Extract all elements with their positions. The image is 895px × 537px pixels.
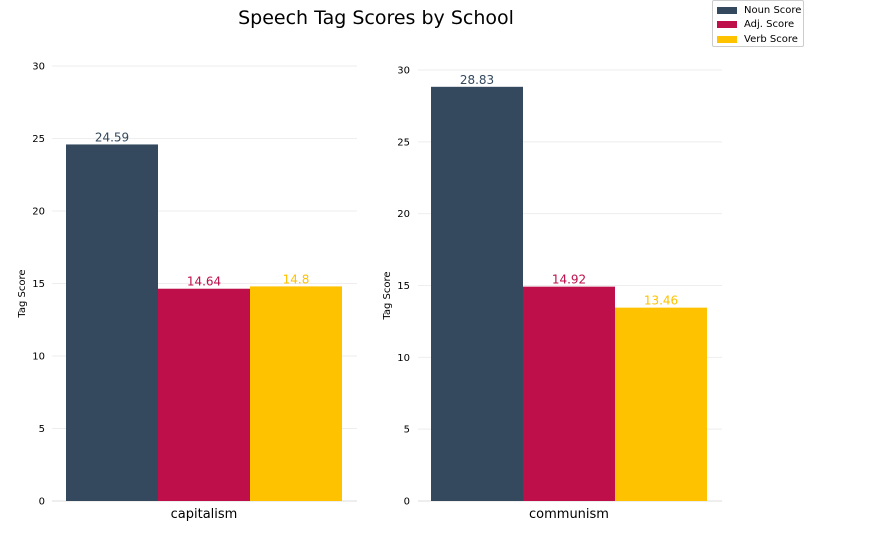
- legend-label-noun: Noun Score: [744, 4, 802, 16]
- data-label: 13.46: [644, 294, 678, 308]
- data-label: 24.59: [95, 130, 129, 144]
- data-label: 14.8: [283, 272, 310, 286]
- x-category-label: communism: [529, 507, 609, 522]
- data-label: 28.83: [460, 73, 494, 87]
- y-tick-label: 15: [397, 281, 410, 292]
- y-tick-label: 15: [32, 279, 45, 290]
- y-tick-label: 20: [32, 207, 45, 218]
- y-tick-label: 5: [404, 425, 410, 436]
- legend-item-verb: Verb Score: [717, 32, 798, 46]
- data-label: 14.92: [552, 273, 586, 287]
- bar-verb-scorecapitalism: [250, 286, 342, 501]
- bar-adj-scorecapitalism: [158, 288, 250, 501]
- legend-label-adj: Adj. Score: [744, 18, 795, 30]
- x-category-label: capitalism: [171, 507, 238, 522]
- data-label: 14.64: [187, 275, 221, 289]
- legend-label-verb: Verb Score: [744, 33, 798, 45]
- y-tick-label: 0: [39, 497, 45, 508]
- legend-swatch-adj: [717, 20, 737, 28]
- legend-item-noun: Noun Score: [717, 3, 801, 17]
- legend-swatch-verb: [717, 35, 737, 43]
- bar-adj-scorecommunism: [523, 286, 615, 501]
- legend-item-adj: Adj. Score: [717, 17, 794, 31]
- y-axis-label: Tag Score: [382, 271, 393, 320]
- legend: Noun Score Adj. Score Verb Score: [712, 0, 804, 47]
- bar-noun-scorecapitalism: [66, 144, 158, 501]
- y-tick-label: 0: [404, 497, 410, 508]
- y-tick-label: 25: [32, 134, 45, 145]
- y-tick-label: 20: [397, 209, 410, 220]
- y-tick-label: 25: [397, 137, 410, 148]
- bar-noun-scorecommunism: [431, 86, 523, 502]
- y-tick-label: 10: [32, 352, 45, 363]
- panel-communism: 0 5 10 15 20 25 30 Tag Score 28.83 14.92 13.46 comm…: [382, 66, 722, 522]
- bar-verb-scorecommunism: [615, 307, 707, 501]
- chart-title: Speech Tag Scores by School: [238, 7, 514, 29]
- legend-swatch-noun: [717, 6, 737, 14]
- y-axis-label: Tag Score: [17, 269, 28, 318]
- y-tick-label: 10: [397, 353, 410, 364]
- y-tick-label: 30: [32, 62, 45, 73]
- y-tick-label: 30: [397, 66, 410, 77]
- y-tick-label: 5: [39, 424, 45, 435]
- panel-capitalism: 0 5 10 15 20 25 30 Tag Score 24.59 14.64 14.8 capit…: [17, 62, 357, 522]
